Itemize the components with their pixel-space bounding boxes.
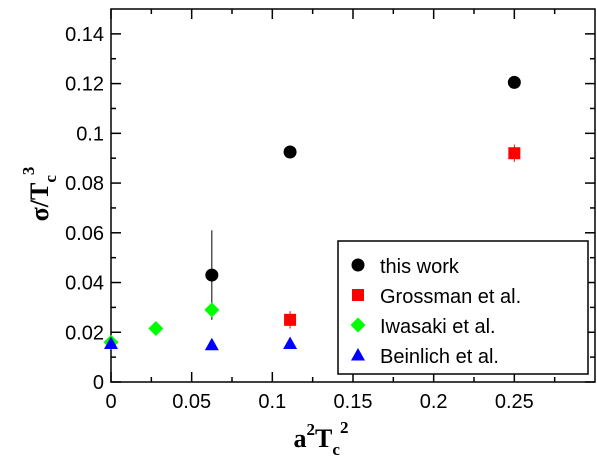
legend: this work Grossman et al. Iwasaki et al. Be… — [337, 240, 589, 375]
data-point — [507, 75, 521, 89]
x-axis-label: a2Tc2 — [294, 418, 349, 459]
y-tick-label: 0.1 — [76, 123, 104, 145]
y-tick-label: 0.14 — [65, 24, 104, 46]
legend-marker — [351, 258, 365, 272]
legend-label: Iwasaki et al. — [380, 316, 496, 338]
data-point — [148, 321, 164, 337]
x-tick-label: 0 — [105, 391, 116, 413]
x-tick-label: 0.15 — [334, 391, 373, 413]
y-tick-label: 0.12 — [65, 74, 104, 96]
y-tick-label: 0.02 — [65, 322, 104, 344]
data-marks — [103, 75, 521, 351]
series-beinlich-et-al — [104, 336, 298, 351]
x-tick-label: 0.25 — [495, 391, 534, 413]
legend-label: Grossman et al. — [380, 286, 521, 308]
y-tick-label: 0 — [93, 372, 104, 394]
data-point — [283, 145, 297, 159]
data-point — [204, 302, 220, 318]
x-tick-label: 0.05 — [172, 391, 211, 413]
legend-label: this work — [380, 256, 460, 278]
data-point — [205, 268, 219, 282]
legend-marker — [350, 317, 366, 333]
legend-box — [337, 240, 589, 375]
series-this-work — [205, 75, 521, 320]
y-tick-label: 0.08 — [65, 173, 104, 195]
series-iwasaki-et-al — [103, 302, 220, 350]
y-tick-label: 0.06 — [65, 223, 104, 245]
axis-ticks — [110, 9, 595, 383]
data-point — [284, 313, 297, 326]
data-point — [204, 337, 219, 351]
series-grossman-et-al — [284, 144, 521, 329]
y-axis-label: σ/Tc3 — [19, 167, 60, 222]
data-point — [283, 336, 298, 349]
y-tick-label: 0.04 — [65, 273, 104, 295]
legend-marker — [352, 289, 364, 301]
legend-marker — [351, 348, 365, 361]
data-point — [104, 336, 118, 349]
tick-labels: 0 0.05 0.1 0.15 0.2 0.25 0 0.02 0.04 0.06 0.08 0.1 0… — [65, 24, 534, 413]
x-tick-label: 0.1 — [258, 391, 286, 413]
x-tick-label: 0.2 — [420, 391, 448, 413]
legend-label: Beinlich et al. — [380, 346, 499, 368]
data-point — [508, 147, 521, 160]
